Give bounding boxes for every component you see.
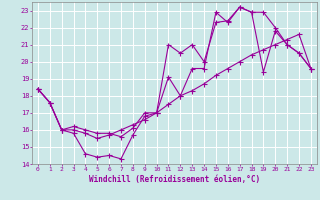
X-axis label: Windchill (Refroidissement éolien,°C): Windchill (Refroidissement éolien,°C) [89, 175, 260, 184]
